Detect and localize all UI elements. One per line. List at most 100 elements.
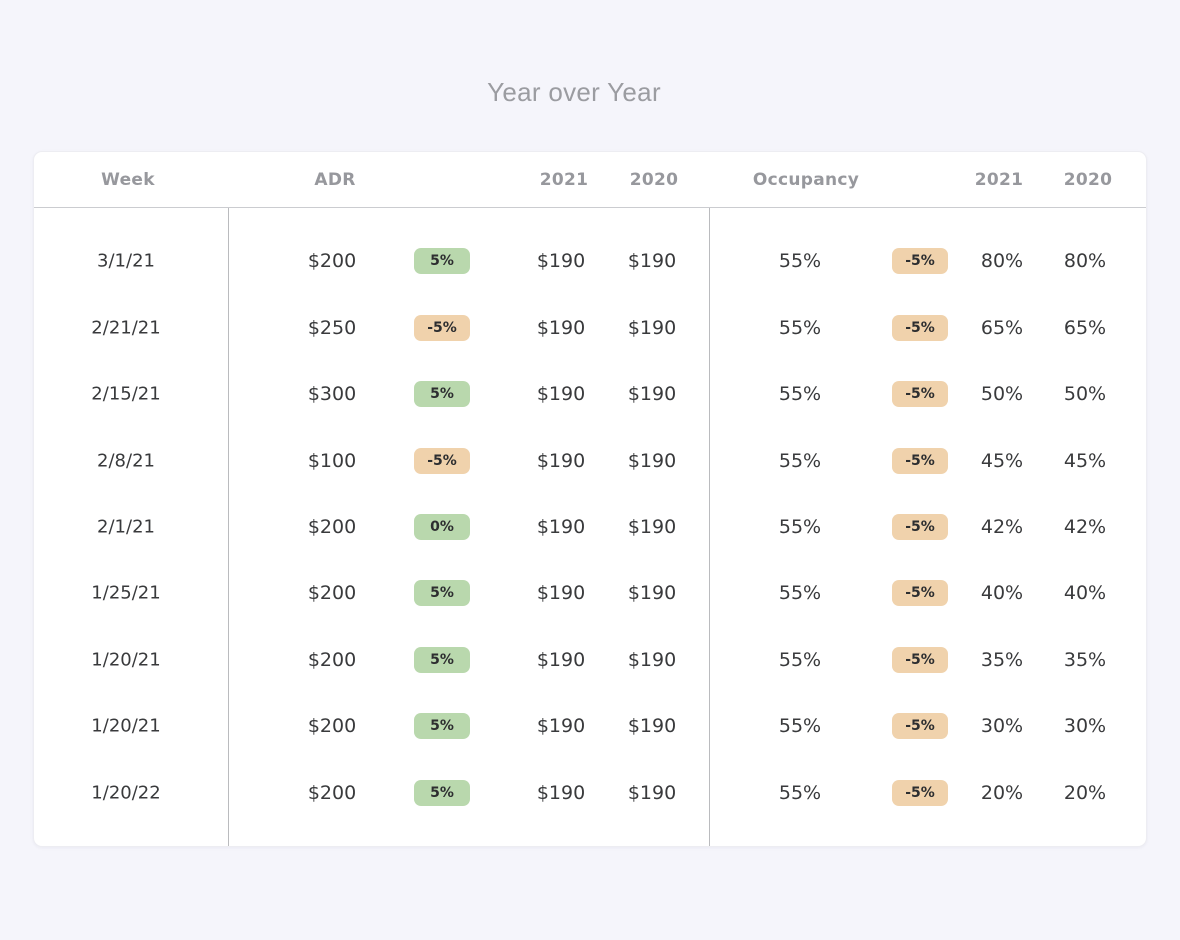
adr-cell: $200 bbox=[307, 781, 357, 804]
adr-change-cell: -5% bbox=[414, 447, 470, 474]
table-row: 1/20/21 $200 5% $190 $190 55% -5% 30% 30% bbox=[34, 693, 1146, 759]
adr-2020-cell: $190 bbox=[627, 515, 677, 538]
occupancy-2020-cell: 30% bbox=[1063, 715, 1107, 738]
occupancy-cell: 55% bbox=[778, 515, 822, 538]
occupancy-2021-cell: 45% bbox=[980, 449, 1024, 472]
column-header-week: Week bbox=[101, 169, 155, 190]
adr-2020-cell: $190 bbox=[627, 316, 677, 339]
adr-2020-cell: $190 bbox=[627, 449, 677, 472]
week-cell: 1/20/21 bbox=[91, 649, 161, 671]
occupancy-change-cell: -5% bbox=[892, 580, 948, 607]
occupancy-2020-cell: 80% bbox=[1063, 250, 1107, 273]
occupancy-2020-cell: 40% bbox=[1063, 582, 1107, 605]
column-header-adr-2020: 2020 bbox=[629, 169, 679, 190]
occupancy-2021-cell: 20% bbox=[980, 781, 1024, 804]
occupancy-2020-cell: 50% bbox=[1063, 383, 1107, 406]
occupancy-2021-cell: 80% bbox=[980, 250, 1024, 273]
occupancy-cell: 55% bbox=[778, 383, 822, 406]
occupancy-cell: 55% bbox=[778, 582, 822, 605]
adr-change-cell: -5% bbox=[414, 314, 470, 341]
occupancy-2020-cell: 35% bbox=[1063, 648, 1107, 671]
occupancy-change-badge: -5% bbox=[892, 447, 948, 474]
week-cell: 2/1/21 bbox=[97, 516, 155, 538]
adr-change-cell: 0% bbox=[414, 513, 470, 540]
occupancy-2021-cell: 65% bbox=[980, 316, 1024, 339]
table-row: 2/15/21 $300 5% $190 $190 55% -5% 50% 50% bbox=[34, 361, 1146, 427]
adr-change-badge: 5% bbox=[414, 713, 470, 740]
column-header-occ-2021: 2021 bbox=[974, 169, 1024, 190]
occupancy-2021-cell: 40% bbox=[980, 582, 1024, 605]
table-header: Week ADR 2021 2020 Occupancy 2021 2020 bbox=[34, 152, 1146, 208]
adr-2020-cell: $190 bbox=[627, 648, 677, 671]
occupancy-change-badge: -5% bbox=[892, 513, 948, 540]
occupancy-cell: 55% bbox=[778, 715, 822, 738]
adr-cell: $200 bbox=[307, 715, 357, 738]
table-row: 1/25/21 $200 5% $190 $190 55% -5% 40% 40% bbox=[34, 560, 1146, 626]
occupancy-cell: 55% bbox=[778, 316, 822, 339]
column-header-adr-2021: 2021 bbox=[539, 169, 589, 190]
adr-2021-cell: $190 bbox=[536, 250, 586, 273]
adr-change-badge: 5% bbox=[414, 646, 470, 673]
table-row: 1/20/21 $200 5% $190 $190 55% -5% 35% 35% bbox=[34, 627, 1146, 693]
week-cell: 2/21/21 bbox=[91, 317, 161, 339]
occupancy-change-badge: -5% bbox=[892, 314, 948, 341]
week-cell: 2/15/21 bbox=[91, 383, 161, 405]
week-cell: 2/8/21 bbox=[97, 450, 155, 472]
adr-cell: $100 bbox=[307, 449, 357, 472]
adr-change-badge: 0% bbox=[414, 513, 470, 540]
adr-2021-cell: $190 bbox=[536, 383, 586, 406]
adr-cell: $300 bbox=[307, 383, 357, 406]
adr-change-cell: 5% bbox=[414, 580, 470, 607]
occupancy-2020-cell: 20% bbox=[1063, 781, 1107, 804]
table-row: 2/8/21 $100 -5% $190 $190 55% -5% 45% 45% bbox=[34, 427, 1146, 493]
occupancy-2021-cell: 50% bbox=[980, 383, 1024, 406]
adr-change-badge: -5% bbox=[414, 447, 470, 474]
adr-change-cell: 5% bbox=[414, 713, 470, 740]
adr-2020-cell: $190 bbox=[627, 781, 677, 804]
adr-change-badge: 5% bbox=[414, 779, 470, 806]
occupancy-change-badge: -5% bbox=[892, 381, 948, 408]
occupancy-2020-cell: 65% bbox=[1063, 316, 1107, 339]
adr-2021-cell: $190 bbox=[536, 515, 586, 538]
adr-change-badge: 5% bbox=[414, 248, 470, 275]
occupancy-change-cell: -5% bbox=[892, 779, 948, 806]
adr-2021-cell: $190 bbox=[536, 316, 586, 339]
occupancy-2020-cell: 45% bbox=[1063, 449, 1107, 472]
adr-cell: $250 bbox=[307, 316, 357, 339]
adr-2021-cell: $190 bbox=[536, 582, 586, 605]
adr-2021-cell: $190 bbox=[536, 715, 586, 738]
occupancy-cell: 55% bbox=[778, 648, 822, 671]
occupancy-cell: 55% bbox=[778, 781, 822, 804]
adr-cell: $200 bbox=[307, 250, 357, 273]
table-row: 1/20/22 $200 5% $190 $190 55% -5% 20% 20% bbox=[34, 760, 1146, 826]
table-row: 3/1/21 $200 5% $190 $190 55% -5% 80% 80% bbox=[34, 228, 1146, 294]
adr-2021-cell: $190 bbox=[536, 781, 586, 804]
adr-2020-cell: $190 bbox=[627, 582, 677, 605]
week-cell: 3/1/21 bbox=[97, 250, 155, 272]
week-cell: 1/20/21 bbox=[91, 715, 161, 737]
adr-change-badge: 5% bbox=[414, 580, 470, 607]
occupancy-2020-cell: 42% bbox=[1063, 515, 1107, 538]
adr-cell: $200 bbox=[307, 648, 357, 671]
occupancy-change-cell: -5% bbox=[892, 314, 948, 341]
occupancy-change-badge: -5% bbox=[892, 713, 948, 740]
week-cell: 1/25/21 bbox=[91, 582, 161, 604]
occupancy-2021-cell: 30% bbox=[980, 715, 1024, 738]
year-over-year-table-card: Week ADR 2021 2020 Occupancy 2021 2020 3/1/21 $… bbox=[33, 151, 1147, 847]
adr-occupancy-divider bbox=[709, 208, 710, 846]
adr-cell: $200 bbox=[307, 515, 357, 538]
column-header-occ-2020: 2020 bbox=[1063, 169, 1113, 190]
adr-cell: $200 bbox=[307, 582, 357, 605]
adr-2020-cell: $190 bbox=[627, 715, 677, 738]
week-cell: 1/20/22 bbox=[91, 782, 161, 804]
adr-2021-cell: $190 bbox=[536, 449, 586, 472]
occupancy-change-cell: -5% bbox=[892, 646, 948, 673]
occupancy-change-cell: -5% bbox=[892, 447, 948, 474]
occupancy-change-cell: -5% bbox=[892, 381, 948, 408]
adr-change-badge: -5% bbox=[414, 314, 470, 341]
adr-2020-cell: $190 bbox=[627, 383, 677, 406]
adr-change-cell: 5% bbox=[414, 381, 470, 408]
occupancy-change-cell: -5% bbox=[892, 248, 948, 275]
column-header-occupancy: Occupancy bbox=[752, 169, 860, 190]
occupancy-cell: 55% bbox=[778, 250, 822, 273]
